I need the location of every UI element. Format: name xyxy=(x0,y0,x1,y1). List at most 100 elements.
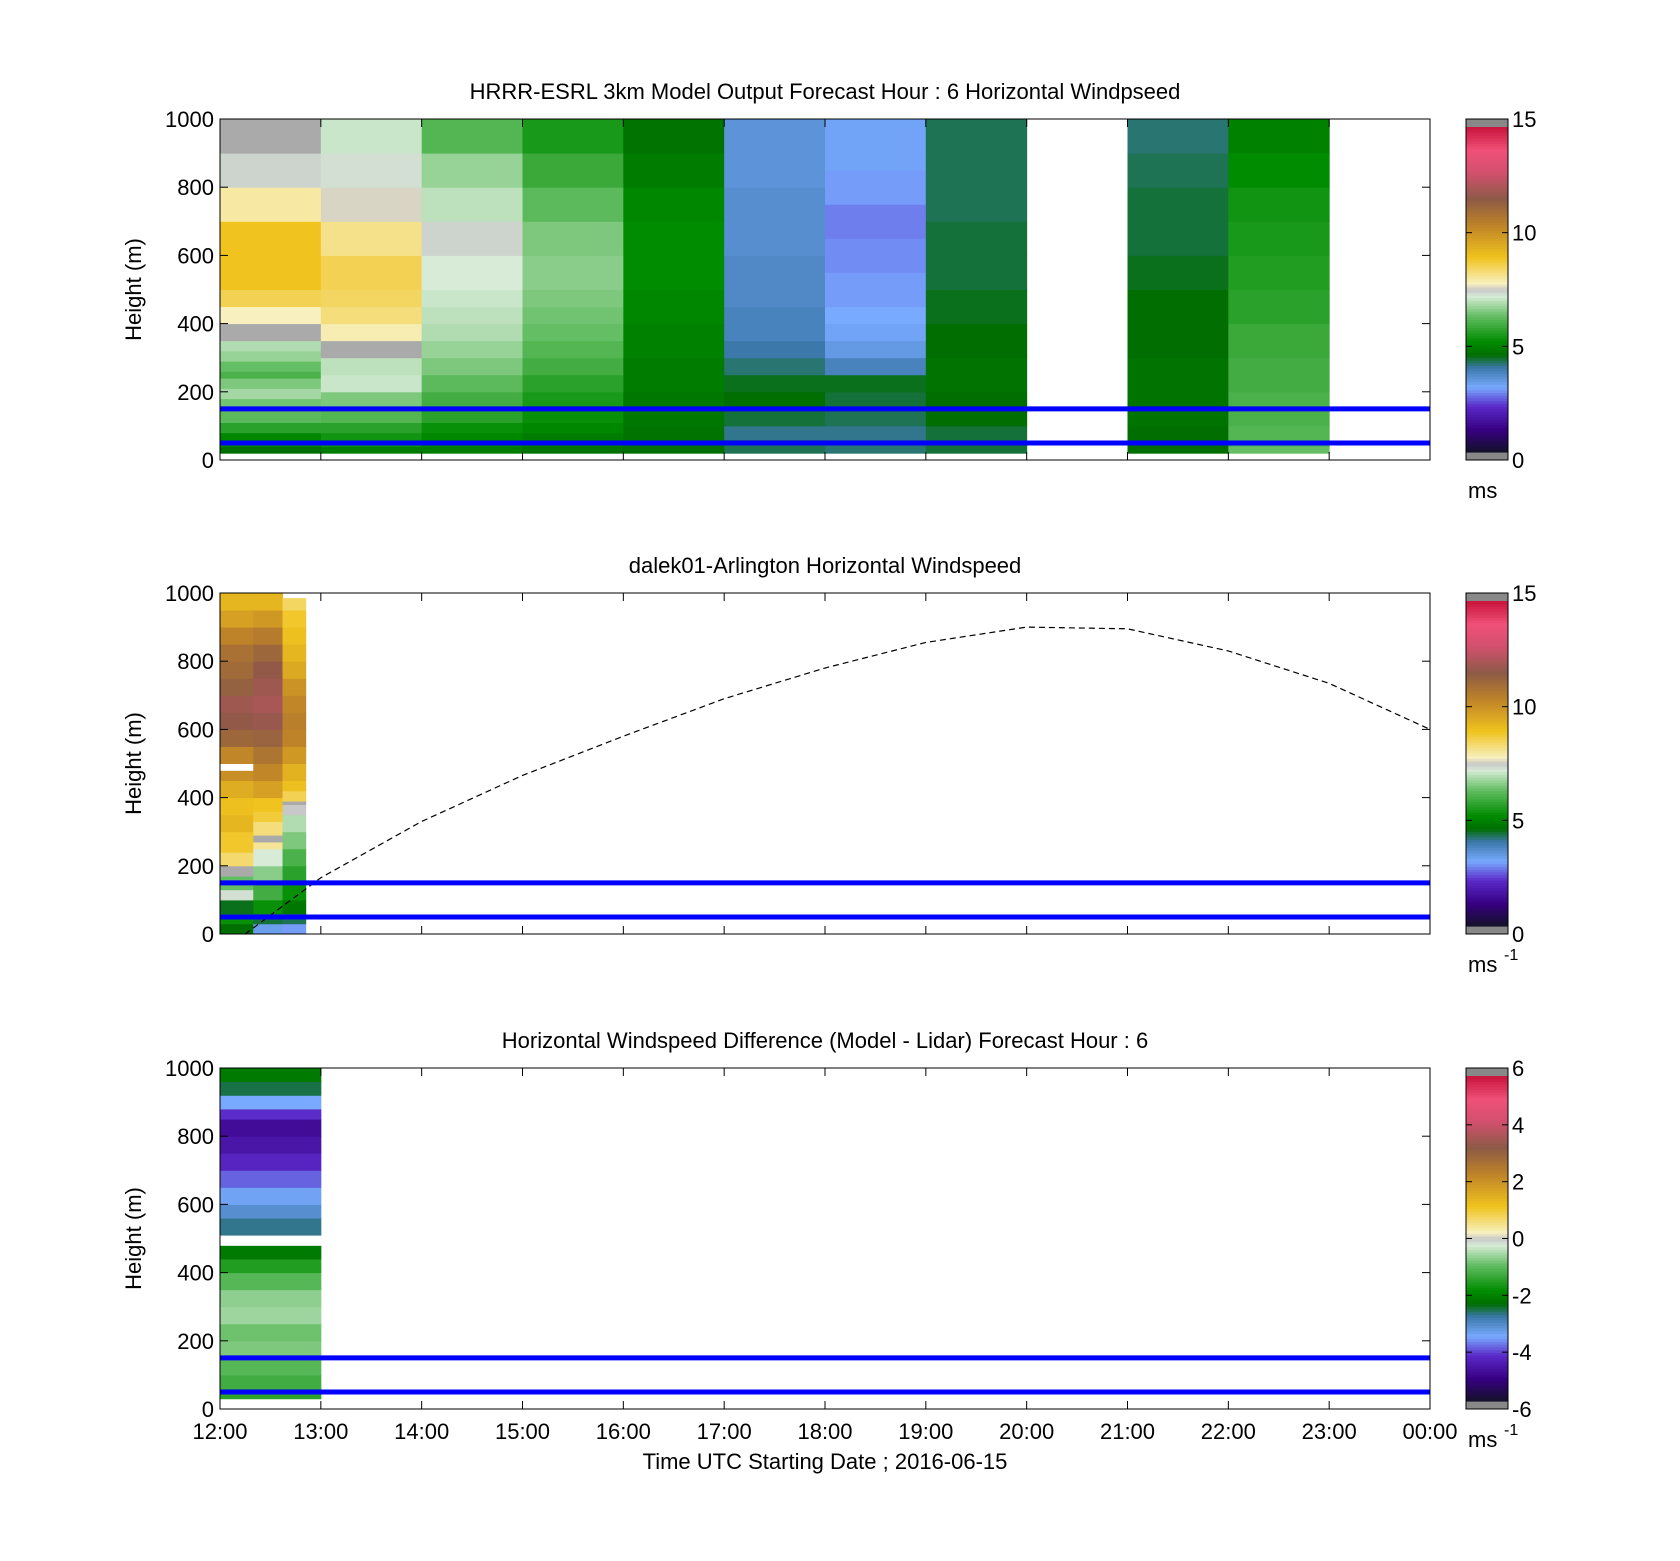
x-tick-label: 16:00 xyxy=(596,1419,651,1444)
colorbar-swatch xyxy=(1466,812,1508,816)
colorbar-swatch xyxy=(1466,446,1508,450)
heatmap-cell xyxy=(282,814,307,833)
colorbar-swatch xyxy=(1466,159,1508,163)
colorbar-cap xyxy=(1466,593,1508,601)
heatmap-cell xyxy=(421,340,523,359)
heatmap-cell xyxy=(724,408,826,427)
heatmap-cell xyxy=(220,780,254,799)
colorbar-swatch xyxy=(1466,1122,1508,1126)
heatmap-cell xyxy=(282,644,307,662)
colorbar-swatch xyxy=(1466,736,1508,740)
heatmap-cell xyxy=(220,1218,322,1236)
heatmap-cell xyxy=(220,593,254,611)
heatmap-cell xyxy=(825,425,927,441)
colorbar-swatch xyxy=(1466,340,1508,345)
colorbar-swatch xyxy=(1466,192,1508,196)
colorbar-swatch xyxy=(1466,1192,1508,1196)
heatmap-cell xyxy=(925,323,1028,359)
colorbar-swatch xyxy=(1466,660,1508,664)
colorbar-swatch xyxy=(1466,292,1508,296)
colorbar-swatch xyxy=(1466,132,1508,136)
colorbar-swatch xyxy=(1466,173,1508,177)
colorbar-swatch xyxy=(1466,1360,1508,1364)
colorbar-swatch xyxy=(1466,408,1508,412)
heatmap-cell xyxy=(421,446,523,454)
colorbar-swatch xyxy=(1466,1238,1508,1242)
colorbar-swatch xyxy=(1466,164,1508,169)
colorbar-swatch xyxy=(1466,1143,1508,1148)
colorbar-swatch xyxy=(1466,684,1508,689)
colorbar-swatch xyxy=(1466,758,1508,762)
heatmap-cell xyxy=(282,661,307,679)
heatmap-cell xyxy=(282,746,307,764)
colorbar-swatch xyxy=(1466,332,1508,337)
heatmap-cell xyxy=(623,357,725,393)
heatmap-cell xyxy=(522,357,624,376)
colorbar-swatch xyxy=(1466,619,1508,624)
heatmap-cell xyxy=(220,797,254,816)
colorbar-swatch xyxy=(1466,281,1508,285)
colorbar-swatch xyxy=(1466,1200,1508,1204)
heatmap-cell xyxy=(253,627,284,645)
colorbar-swatch xyxy=(1466,1178,1508,1183)
heatmap-cell xyxy=(925,357,1028,393)
colorbar-swatch xyxy=(1466,915,1508,919)
heatmap-cell xyxy=(220,695,254,713)
heatmap-cell xyxy=(320,255,423,290)
x-tick-label: 19:00 xyxy=(898,1419,953,1444)
heatmap-cell xyxy=(253,899,284,915)
colorbar-swatch xyxy=(1466,235,1508,239)
colorbar-swatch xyxy=(1466,129,1508,134)
heatmap-cell xyxy=(1228,446,1330,454)
heatmap-cell xyxy=(220,119,322,154)
colorbar-swatch xyxy=(1466,1287,1508,1291)
colorbar-swatch xyxy=(1466,208,1508,212)
colorbar-cap xyxy=(1466,452,1508,460)
colorbar-swatch xyxy=(1466,248,1508,253)
colorbar-swatch xyxy=(1466,909,1508,914)
colorbar-swatch xyxy=(1466,414,1508,418)
heatmap-cell xyxy=(220,746,254,764)
y-tick-label: 800 xyxy=(177,175,214,200)
colorbar-swatch xyxy=(1466,1295,1508,1299)
colorbar-swatch xyxy=(1466,842,1508,846)
colorbar-swatch xyxy=(1466,787,1508,792)
colorbar-swatch xyxy=(1466,1173,1508,1177)
heatmap-cell xyxy=(825,204,927,239)
colorbar-swatch xyxy=(1466,441,1508,445)
y-tick-label: 0 xyxy=(202,448,214,473)
colorbar-swatch xyxy=(1466,197,1508,201)
colorbar-swatch xyxy=(1466,1371,1508,1375)
heatmap-cell xyxy=(825,119,927,171)
colorbar-swatch xyxy=(1466,901,1508,905)
panel-difference: 12:00 13:00 14:00 15:00 16:00 17:00 18:00 19:00… xyxy=(121,1028,1532,1474)
colorbar-swatch xyxy=(1466,300,1508,304)
colorbar-swatch xyxy=(1466,782,1508,786)
colorbar-swatch xyxy=(1466,297,1508,301)
colorbar-swatch xyxy=(1466,1089,1508,1093)
colorbar-swatch xyxy=(1466,917,1508,922)
heatmap-cell xyxy=(220,1068,322,1083)
colorbar-swatch xyxy=(1466,278,1508,282)
heatmap-cell xyxy=(220,1323,322,1342)
colorbar-unit: ms xyxy=(1468,478,1497,503)
heatmap-cell xyxy=(220,371,322,379)
colorbar-swatch xyxy=(1466,257,1508,261)
colorbar-swatch xyxy=(1466,175,1508,180)
colorbar-swatch xyxy=(1466,1151,1508,1156)
colorbar-swatch xyxy=(1466,221,1508,226)
heatmap-cell xyxy=(825,340,927,359)
colorbar-swatch xyxy=(1466,389,1508,394)
colorbar-swatch xyxy=(1466,362,1508,366)
heatmap-cell xyxy=(421,391,523,410)
heatmap-cell xyxy=(320,374,423,393)
heatmap-cell xyxy=(282,712,307,730)
colorbar-swatch xyxy=(1466,262,1508,266)
heatmap-cell xyxy=(282,627,307,645)
heatmap-cell xyxy=(220,1136,322,1154)
colorbar-swatch xyxy=(1466,194,1508,199)
colorbar-swatch xyxy=(1466,1105,1508,1110)
colorbar-swatch xyxy=(1466,609,1508,613)
colorbar-swatch xyxy=(1466,1373,1508,1378)
colorbar-swatch xyxy=(1466,365,1508,369)
